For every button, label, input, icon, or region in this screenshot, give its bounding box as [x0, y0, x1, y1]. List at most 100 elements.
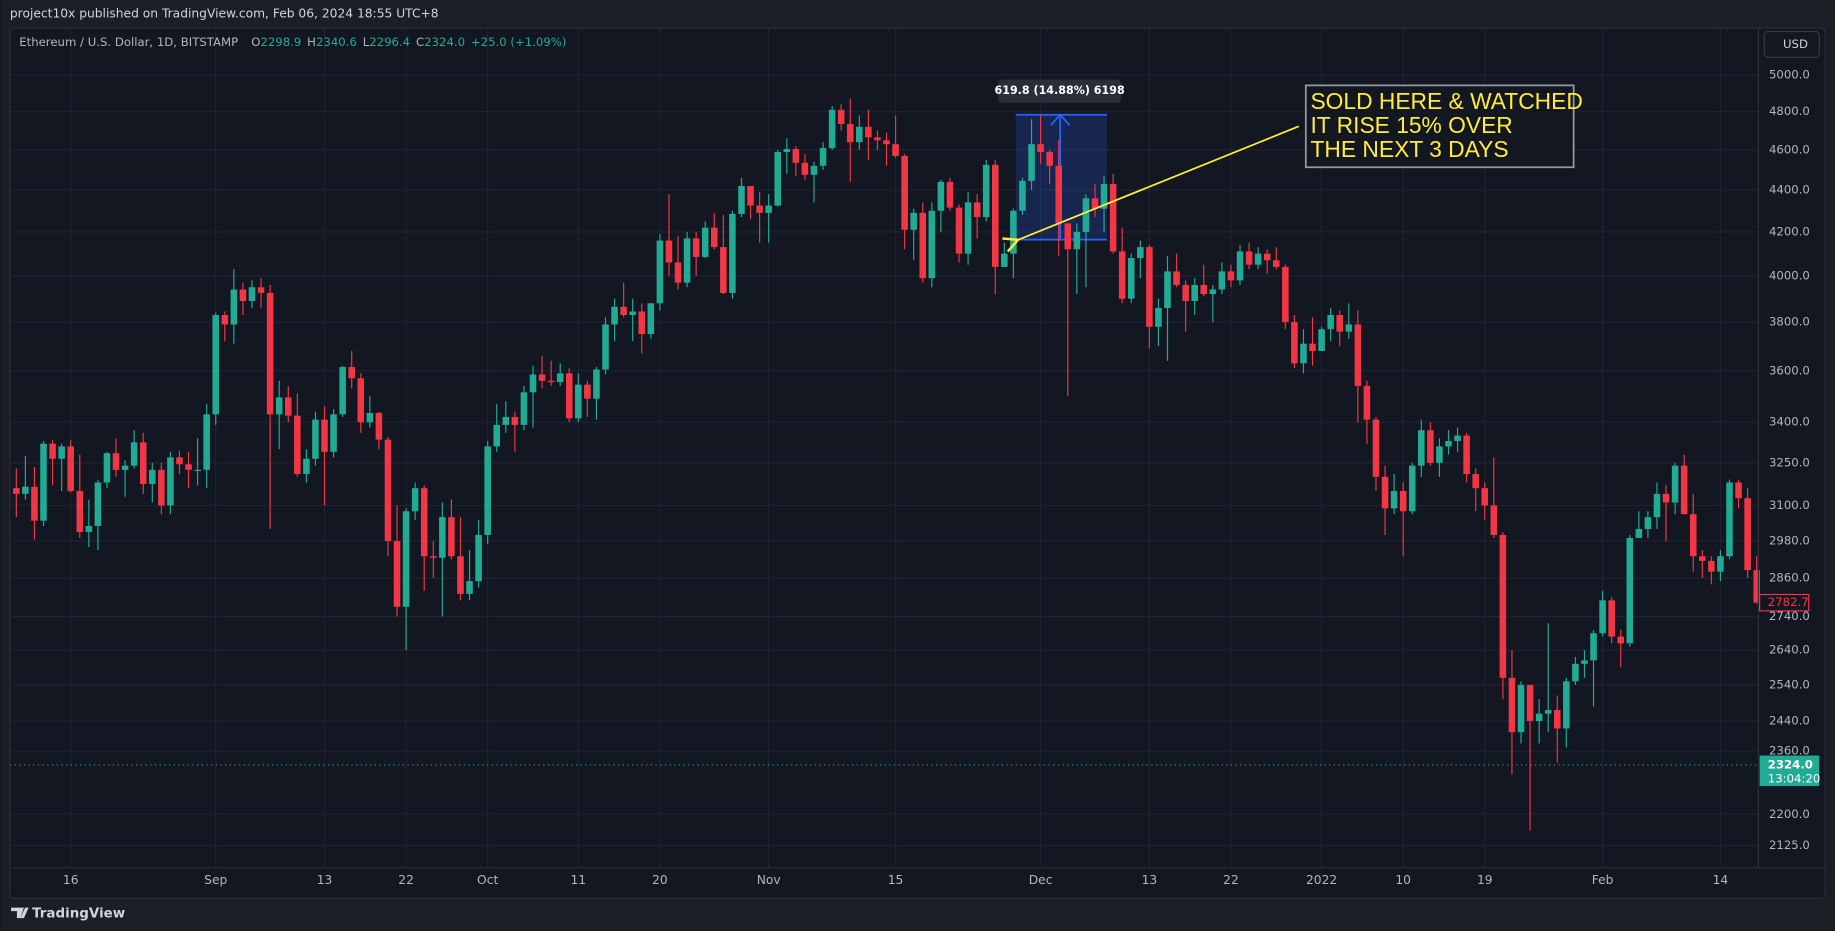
- candle-body: [1218, 271, 1226, 290]
- candle-body: [1563, 681, 1570, 729]
- y-tick-label: 2360.0: [1769, 744, 1810, 758]
- candle-body: [230, 289, 238, 325]
- candle-body: [1499, 534, 1507, 678]
- y-tick-label: 2860.0: [1769, 571, 1810, 585]
- candle-body: [584, 384, 591, 399]
- candle-body: [1064, 223, 1072, 250]
- candle-body: [248, 287, 256, 301]
- candle-body: [1454, 435, 1461, 441]
- candle-body: [1309, 343, 1316, 351]
- candle-body: [375, 413, 383, 440]
- candle-body: [1182, 284, 1189, 301]
- candle-body: [674, 262, 682, 283]
- y-tick-label: 3100.0: [1769, 498, 1810, 512]
- ohlc-value: 2340.6: [316, 35, 357, 49]
- candle-body: [756, 205, 763, 213]
- candle-body: [738, 185, 745, 214]
- ohlc-value: 2298.9: [260, 35, 301, 49]
- x-tick-label: 16: [63, 873, 79, 887]
- candle-body: [1490, 505, 1498, 535]
- currency-button[interactable]: [1763, 30, 1820, 58]
- candle-body: [1082, 198, 1090, 232]
- candle-body: [1300, 343, 1307, 364]
- candle-body: [1671, 465, 1679, 503]
- candle-body: [31, 486, 38, 521]
- x-tick-label: 13: [317, 873, 333, 887]
- candle-body: [556, 373, 564, 383]
- y-tick-label: 3400.0: [1769, 415, 1810, 429]
- candle-body: [1291, 322, 1298, 364]
- candle-body: [1091, 198, 1099, 209]
- candle-body: [1735, 482, 1742, 499]
- candle-body: [1472, 474, 1479, 489]
- candle-body: [22, 486, 29, 494]
- candle-body: [620, 306, 627, 315]
- candle-body: [1318, 329, 1325, 351]
- candle-body: [1599, 600, 1606, 634]
- annotation-box: [1304, 84, 1575, 169]
- candle-body: [692, 238, 700, 257]
- candle-body: [711, 227, 718, 248]
- candle-body: [1744, 498, 1751, 571]
- candle-body: [1526, 684, 1534, 722]
- x-tick-label: Oct: [477, 873, 498, 887]
- candle-body: [1282, 266, 1289, 323]
- candle-body: [828, 109, 836, 149]
- candle-body: [1055, 165, 1063, 224]
- candle-body: [955, 207, 963, 254]
- candle-body: [167, 457, 174, 506]
- candle-body: [1173, 271, 1180, 285]
- candle-body: [275, 397, 283, 415]
- candle-body: [85, 526, 93, 532]
- candle-body: [130, 442, 138, 466]
- candle-body: [1118, 251, 1126, 299]
- ohlc-label: H: [307, 35, 316, 49]
- candle-body: [312, 419, 319, 459]
- candle-body: [765, 205, 772, 213]
- ohlc-label: O: [251, 35, 260, 49]
- candle-body: [1699, 556, 1706, 561]
- candle-body: [819, 148, 827, 166]
- candle-body: [1635, 528, 1643, 538]
- candle-body: [266, 292, 274, 415]
- candle-body: [212, 314, 220, 415]
- candle-body: [466, 581, 473, 594]
- x-tick-label: 2022: [1306, 873, 1337, 887]
- candle-body: [1418, 430, 1425, 466]
- candle-body: [239, 289, 247, 301]
- candle-body: [1481, 488, 1489, 506]
- last-price-box: [1759, 755, 1820, 786]
- symbol: Ethereum / U.S. Dollar, 1D, BITSTAMP: [19, 35, 238, 49]
- x-tick-label: 13: [1142, 873, 1158, 887]
- candle-body: [1662, 493, 1670, 503]
- y-tick-label: 2125.0: [1769, 838, 1810, 852]
- candle-body: [1463, 435, 1470, 475]
- candle-body: [1245, 251, 1253, 265]
- x-tick-label: 14: [1713, 873, 1729, 887]
- candle-body: [149, 469, 156, 484]
- candle-body: [856, 126, 863, 143]
- y-tick-label: 2980.0: [1769, 533, 1810, 547]
- candle-body: [1381, 476, 1389, 509]
- candle-body: [683, 238, 691, 283]
- candle-body: [629, 311, 636, 315]
- candle-body: [602, 324, 609, 370]
- candle-body: [1001, 253, 1008, 267]
- candle-body: [520, 392, 528, 425]
- candle-body: [1146, 247, 1153, 327]
- candle-body: [1508, 677, 1516, 733]
- candle-body: [1137, 247, 1144, 259]
- candle-body: [647, 303, 655, 335]
- candle-body: [1427, 430, 1434, 463]
- ohlc-value: 2324.0: [424, 35, 465, 49]
- y-tick-label: 4000.0: [1769, 268, 1810, 282]
- y-tick-label: 5000.0: [1769, 67, 1810, 81]
- candle-body: [810, 165, 818, 175]
- candle-body: [339, 367, 346, 415]
- y-tick-label: 2640.0: [1769, 643, 1810, 657]
- x-tick-label: 10: [1395, 873, 1411, 887]
- y-tick-label: 4200.0: [1769, 224, 1810, 238]
- candle-body: [502, 416, 510, 425]
- price-label: 2782.7: [1768, 595, 1809, 609]
